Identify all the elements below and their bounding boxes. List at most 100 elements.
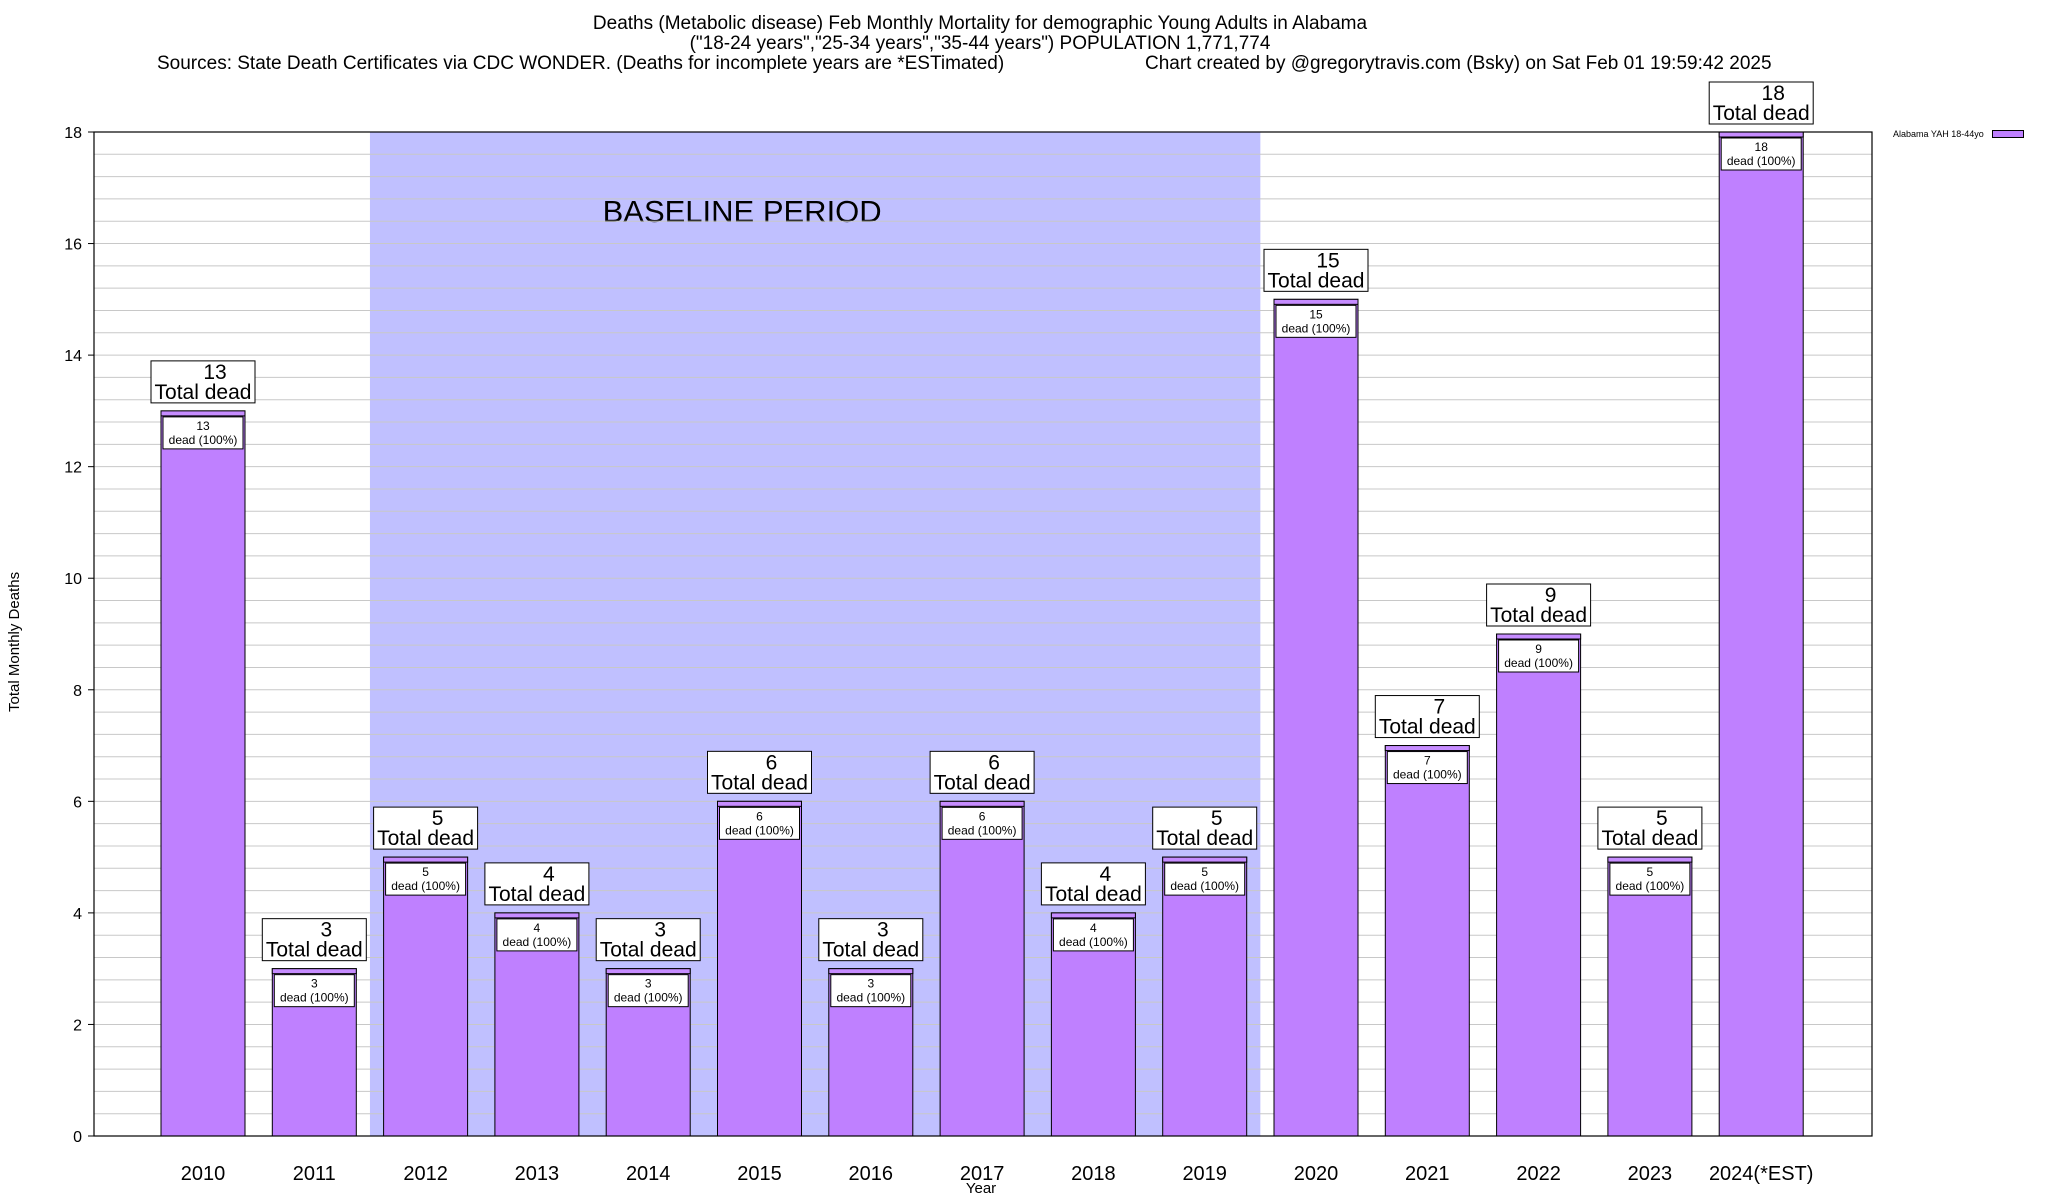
total-label-count: 18 [1762, 82, 1785, 105]
bar [1607, 856, 1693, 1137]
bar [1718, 131, 1804, 1137]
total-label-box [1040, 862, 1146, 906]
x-tick-label: 2016 [849, 1163, 894, 1185]
total-label-text: Total dead [488, 883, 585, 906]
total-label-count: 7 [1433, 696, 1445, 719]
total-label-count: 5 [1656, 807, 1668, 830]
y-axis-label: Total Monthly Deaths [6, 571, 23, 712]
total-label-count: 3 [877, 919, 889, 942]
inner-label-percent: dead (100%) [1170, 879, 1239, 893]
bar-cap [1607, 856, 1693, 863]
bar-cap [1050, 912, 1136, 919]
x-tick-label: 2024(*EST) [1709, 1163, 1814, 1185]
total-label-box [595, 918, 701, 962]
bar-layer [160, 131, 1804, 1137]
total-label-count: 6 [988, 751, 1000, 774]
total-label-count: 13 [203, 361, 226, 384]
x-tick-label: 2012 [403, 1163, 448, 1185]
total-label-box [1374, 695, 1480, 739]
bar-cap [1496, 633, 1582, 640]
legend-swatch [1991, 130, 2024, 138]
total-label-box [261, 918, 367, 962]
total-label-text: Total dead [1156, 827, 1253, 850]
inner-label-box [719, 806, 800, 840]
total-label-box [1708, 81, 1814, 125]
bar-cap [271, 968, 357, 975]
x-tick-label: 2014 [626, 1163, 671, 1185]
x-tick-label: 2019 [1182, 1163, 1227, 1185]
bar [383, 856, 469, 1137]
bar-cap [939, 800, 1025, 807]
inner-label-percent: dead (100%) [725, 823, 794, 837]
x-tick-label: 2018 [1071, 1163, 1116, 1185]
bar-cap [605, 968, 691, 975]
total-label-text: Total dead [600, 939, 697, 962]
inner-label-box [941, 806, 1023, 840]
inner-label-box [1720, 137, 1802, 171]
axis-layer: 0 2 4 6 8 10 12 14 16 18 2010 2011 2012 2013 2014 2015 2… [64, 125, 1873, 1185]
y-tick-label: 4 [73, 906, 82, 923]
bar-cap [383, 856, 469, 863]
x-axis-label: Year [965, 1180, 997, 1197]
chart-sources: Sources: State Death Certificates via CD… [157, 53, 1005, 74]
total-label-box [1263, 248, 1369, 292]
inner-label-box [830, 974, 912, 1008]
total-label-count: 6 [766, 751, 778, 774]
total-label-text: Total dead [822, 939, 919, 962]
total-label-count: 4 [543, 863, 555, 886]
total-label-count: 3 [654, 919, 666, 942]
plot-border [93, 131, 1873, 1137]
inner-label-percent: dead (100%) [1059, 935, 1128, 949]
inner-label-count: 6 [979, 809, 986, 823]
total-label-box [818, 918, 924, 962]
inner-label-percent: dead (100%) [1393, 768, 1462, 782]
y-tick-label: 10 [64, 571, 82, 588]
inner-label-percent: dead (100%) [1727, 154, 1796, 168]
chart-title-block: Deaths (Metabolic disease) Feb Monthly M… [0, 14, 1960, 54]
bar [1384, 745, 1470, 1137]
x-tick-label: 2023 [1628, 1163, 1673, 1185]
total-label-box [707, 750, 812, 794]
total-label-box [1597, 806, 1703, 850]
bar-cap [494, 912, 580, 919]
total-label-box [1152, 806, 1258, 850]
total-label-text: Total dead [711, 771, 808, 794]
total-label-count: 4 [1100, 863, 1112, 886]
legend: Alabama YAH 18-44yo [1893, 129, 2024, 139]
bar [939, 800, 1025, 1137]
inner-label-box [496, 918, 578, 952]
total-label-box [1486, 583, 1592, 627]
total-label-box [150, 360, 256, 404]
inner-label-box [273, 974, 355, 1008]
legend-label: Alabama YAH 18-44yo [1893, 129, 1984, 139]
total-label-text: Total dead [266, 939, 363, 962]
inner-label-percent: dead (100%) [836, 991, 905, 1005]
inner-label-count: 3 [645, 977, 652, 991]
x-tick-label: 2013 [515, 1163, 560, 1185]
inner-label-box [607, 974, 689, 1008]
inner-label-box [1609, 862, 1691, 896]
bar-cap [1162, 856, 1248, 863]
inner-label-box [162, 416, 244, 450]
total-label-text: Total dead [1379, 716, 1476, 739]
x-tick-label: 2022 [1516, 1163, 1561, 1185]
bar [1162, 856, 1248, 1137]
total-label-count: 5 [1211, 807, 1223, 830]
y-tick-label: 0 [73, 1129, 82, 1146]
total-label-box [929, 750, 1035, 794]
inner-label-box [1052, 918, 1134, 952]
x-tick-label: 2010 [181, 1163, 226, 1185]
x-tick-label: 2020 [1294, 1163, 1339, 1185]
inner-label-count: 9 [1535, 642, 1542, 656]
y-tick-label: 8 [73, 683, 82, 700]
y-tick-label: 6 [73, 794, 82, 811]
inner-label-percent: dead (100%) [391, 879, 460, 893]
total-label-text: Total dead [1601, 827, 1698, 850]
inner-label-count: 6 [756, 809, 763, 823]
y-tick-label: 12 [64, 460, 82, 477]
bar-cap [1718, 131, 1804, 138]
inner-label-box [1275, 304, 1357, 338]
inner-label-count: 5 [1201, 865, 1208, 879]
